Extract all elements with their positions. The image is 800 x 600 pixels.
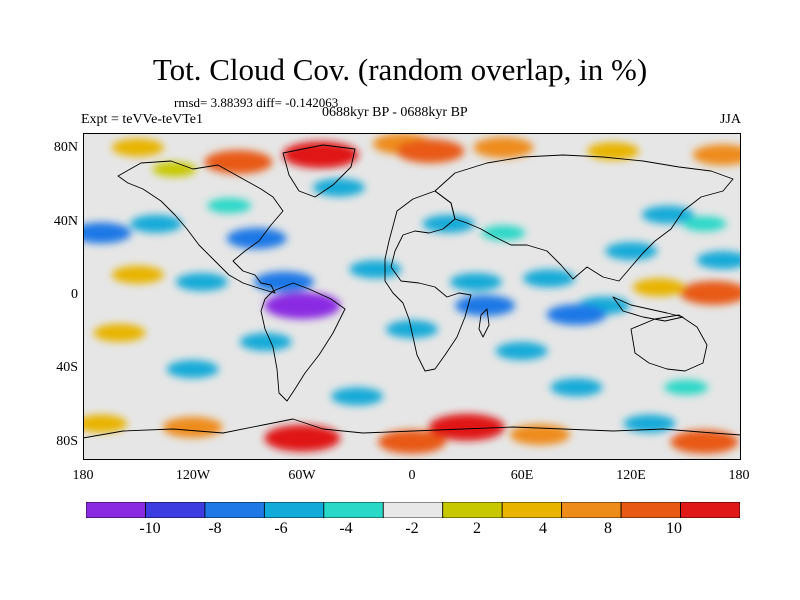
lat-label-80n: 80N (53, 140, 78, 155)
stats-label: rmsd= 3.88393 diff= -0.142063 (174, 95, 339, 110)
anomaly-patch (632, 278, 685, 297)
map-background (83, 133, 741, 460)
anomaly-patch (386, 320, 438, 339)
map-title: Tot. Cloud Cov. (random overlap, in %) (152, 52, 648, 87)
colorbar-label: 4 (539, 520, 547, 537)
anomaly-patch (349, 260, 402, 279)
anomaly-patch (449, 272, 502, 291)
anomaly-patch (83, 414, 128, 433)
anomaly-patch (282, 141, 359, 169)
colorbar-swatch (204, 502, 265, 518)
lon-label-120e: 120E (616, 468, 646, 483)
lon-label-120w: 120W (175, 468, 211, 483)
anomaly-patch (111, 138, 164, 157)
lat-label-80s: 80S (56, 434, 78, 449)
anomaly-patch (166, 360, 219, 379)
anomaly-patch (130, 214, 183, 233)
anomaly-patch (623, 414, 676, 433)
anomaly-patch (641, 205, 694, 224)
coastline-indonesia (612, 296, 684, 322)
colorbar-swatch (382, 502, 444, 518)
anomaly-patch (254, 271, 315, 293)
anomaly-patch (207, 198, 252, 214)
anomaly-patch (481, 225, 526, 241)
anomaly-patch (204, 150, 273, 175)
colorbar-label: 10 (666, 520, 682, 537)
anomaly-patch (473, 137, 534, 159)
coastline-eurasia (434, 154, 734, 282)
lat-label-0: 0 (71, 287, 78, 302)
anomaly-patch (696, 251, 741, 270)
season-label: JJA (719, 112, 741, 127)
colorbar-swatch (680, 502, 740, 518)
coastline-madagascar (478, 308, 490, 338)
colorbar-swatch (323, 502, 384, 518)
anomaly-patch (495, 342, 548, 360)
anomaly-patch (664, 379, 709, 395)
anomaly-patch (226, 227, 287, 249)
anomaly-patch (546, 304, 607, 326)
anomaly-patch (312, 178, 365, 197)
anomaly-patch (175, 272, 228, 291)
coastline-north-america (117, 160, 284, 294)
anomaly-patch (509, 424, 570, 446)
colorbar-label: -10 (139, 520, 161, 537)
lon-label-180w: 180 (72, 468, 94, 483)
colorbar-label: -2 (405, 520, 419, 537)
coastline-australia (630, 314, 708, 372)
colorbar-swatch (263, 502, 325, 518)
colorbar-swatch (86, 502, 146, 518)
map-plot (83, 133, 741, 460)
anomaly-patch (331, 387, 384, 406)
anomaly-patch (239, 332, 292, 351)
coastline-south-america (260, 282, 346, 402)
anomaly-patch (264, 292, 341, 320)
anomaly-patch (523, 269, 576, 288)
colorbar-swatch (501, 502, 563, 518)
experiment-label: Expt = teVVe-teVTe1 (81, 112, 203, 127)
anomaly-patch (152, 161, 197, 177)
period-label: 0688kyr BP - 0688kyr BP (322, 105, 468, 120)
anomaly-patch (378, 429, 446, 454)
lon-label-60w: 60W (288, 468, 316, 483)
anomaly-patch (264, 424, 341, 452)
anomaly-patch (83, 222, 132, 244)
colorbar-swatch (145, 502, 206, 518)
lat-label-40s: 40S (56, 360, 78, 375)
colorbar-swatch (561, 502, 622, 518)
coastline-antarctica (83, 418, 741, 439)
lon-label-60e: 60E (510, 468, 534, 483)
anomaly-patch (162, 416, 223, 438)
anomaly-patch (111, 265, 164, 284)
anomaly-patch (396, 139, 465, 164)
anomaly-patch (682, 216, 727, 232)
coastlines (83, 144, 741, 439)
anomaly-patch (605, 242, 658, 261)
colorbar-label: -4 (339, 520, 353, 537)
anomaly-patch (455, 295, 516, 317)
colorbar-swatch (620, 502, 681, 518)
coastline-europe-africa (384, 190, 472, 372)
anomaly-patch (550, 378, 603, 397)
anomaly-patch (428, 413, 505, 441)
colorbar-swatch (442, 502, 503, 518)
anomaly-patch (587, 142, 640, 161)
anomaly-patch (93, 323, 146, 342)
colorbar-label: 8 (604, 520, 612, 537)
anomaly-field (83, 133, 741, 454)
colorbar-label: -8 (208, 520, 222, 537)
anomaly-patch (670, 429, 739, 454)
colorbar (86, 502, 740, 518)
lon-label-0: 0 (408, 468, 416, 483)
anomaly-patch (692, 144, 741, 166)
colorbar-label: 2 (473, 520, 481, 537)
lat-label-40n: 40N (53, 214, 78, 229)
anomaly-patch (679, 280, 741, 305)
map-border (83, 133, 741, 460)
colorbar-label: -6 (274, 520, 288, 537)
coastline-greenland (282, 144, 356, 198)
lon-label-180e: 180 (728, 468, 750, 483)
